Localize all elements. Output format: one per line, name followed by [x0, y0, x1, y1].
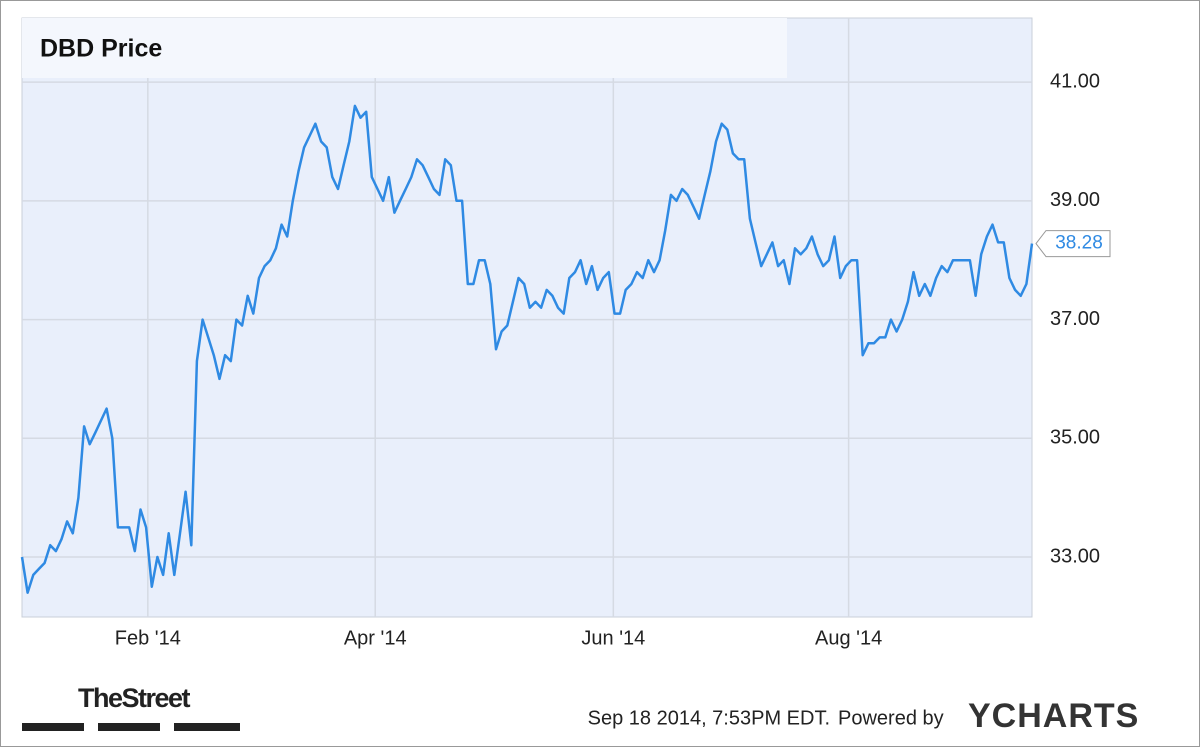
y-tick-label: 37.00: [1050, 308, 1100, 330]
publisher-bar: [98, 723, 160, 731]
last-value-callout: [1035, 230, 1111, 258]
x-tick-label: Feb '14: [115, 627, 181, 649]
grid: [22, 18, 1032, 617]
chart-title: DBD Price: [40, 35, 162, 63]
x-tick-label: Aug '14: [815, 627, 882, 649]
y-tick-label: 39.00: [1050, 189, 1100, 211]
provider-logo: YCHARTS: [968, 697, 1139, 735]
y-tick-label: 35.00: [1050, 427, 1100, 449]
timestamp: Sep 18 2014, 7:53PM EDT.: [588, 707, 830, 729]
x-tick-label: Jun '14: [581, 627, 645, 649]
publisher: TheStreet: [78, 683, 191, 713]
y-tick-label: 41.00: [1050, 70, 1100, 92]
plot-area: [21, 17, 1033, 618]
publisher-bar: [174, 723, 240, 731]
title-box: [22, 18, 787, 78]
marks: 38.28: [20, 104, 1111, 594]
x-tick-label: Apr '14: [344, 627, 407, 649]
publisher-bar: [22, 723, 84, 731]
last-value-label: 38.28: [1055, 233, 1103, 254]
price-line: [20, 104, 1034, 594]
y-tick-label: 33.00: [1050, 545, 1100, 567]
powered-by: Powered by: [838, 707, 944, 729]
